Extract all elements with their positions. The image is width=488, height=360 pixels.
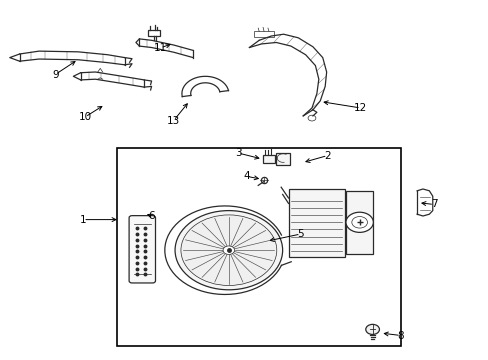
Bar [262,155,274,163]
Text: 11: 11 [153,43,167,53]
Bar [254,31,273,37]
Text: 12: 12 [353,103,367,113]
Text: 6: 6 [148,211,155,221]
Text: 9: 9 [52,69,59,80]
Text: 13: 13 [166,116,180,126]
Circle shape [223,246,234,255]
FancyBboxPatch shape [129,216,155,283]
Bar [147,30,160,36]
Text: 7: 7 [430,199,437,210]
Bar [346,191,372,254]
Text: 8: 8 [397,330,404,341]
Circle shape [181,215,276,285]
Circle shape [175,211,282,290]
Circle shape [345,212,373,233]
Bar [288,189,344,257]
Text: 10: 10 [79,112,91,122]
Circle shape [365,324,379,334]
Bar [276,153,289,165]
Text: 5: 5 [297,229,304,239]
Text: 3: 3 [234,148,241,158]
Text: 1: 1 [80,215,86,225]
Bar [117,148,400,346]
Text: 2: 2 [324,150,330,161]
Text: 4: 4 [243,171,250,181]
